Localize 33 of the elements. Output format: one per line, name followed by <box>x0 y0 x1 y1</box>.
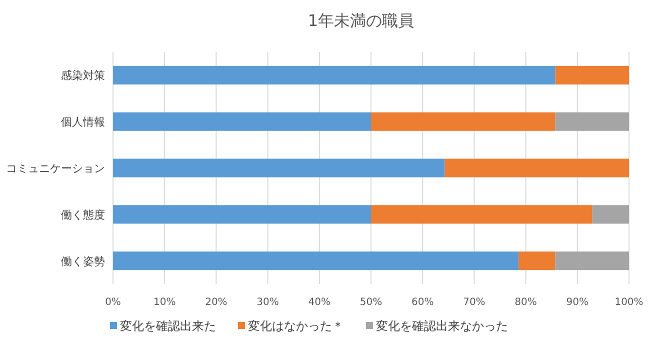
x-tick-label: 100% <box>614 297 644 308</box>
y-tick-label: 働く姿勢 <box>61 254 105 268</box>
x-tick-label: 40% <box>308 297 331 308</box>
x-tick-label: 90% <box>566 297 589 308</box>
legend-label: 変化を確認出来た <box>120 319 216 333</box>
x-tick-label: 80% <box>514 297 537 308</box>
y-tick-label: 感染対策 <box>61 69 105 82</box>
bar <box>113 66 556 84</box>
x-tick-label: 60% <box>411 297 434 308</box>
x-tick-label: 10% <box>153 297 176 308</box>
bar <box>555 66 629 84</box>
bar <box>371 205 592 224</box>
x-tick-label: 70% <box>463 297 486 308</box>
bar <box>113 205 371 224</box>
bar <box>555 112 629 131</box>
y-tick-label: コミュニケーション <box>6 162 105 175</box>
x-tick-label: 30% <box>256 297 279 308</box>
chart-title: 1年未満の職員 <box>308 11 414 30</box>
bar <box>555 252 629 270</box>
legend-label: 変化を確認出来なかった <box>376 319 508 333</box>
bar <box>113 252 519 270</box>
bar <box>444 158 629 178</box>
y-tick-label: 個人情報 <box>61 116 105 129</box>
y-tick-label: 働く態度 <box>61 208 105 222</box>
bar <box>113 112 371 131</box>
bar <box>518 252 556 270</box>
bar <box>371 112 556 131</box>
x-tick-label: 50% <box>360 297 382 308</box>
x-tick-label: 0% <box>105 297 121 308</box>
legend-label: 変化はなかった＊ <box>248 319 344 333</box>
x-tick-label: 20% <box>205 297 228 308</box>
bar <box>113 158 445 178</box>
bar <box>592 205 629 224</box>
